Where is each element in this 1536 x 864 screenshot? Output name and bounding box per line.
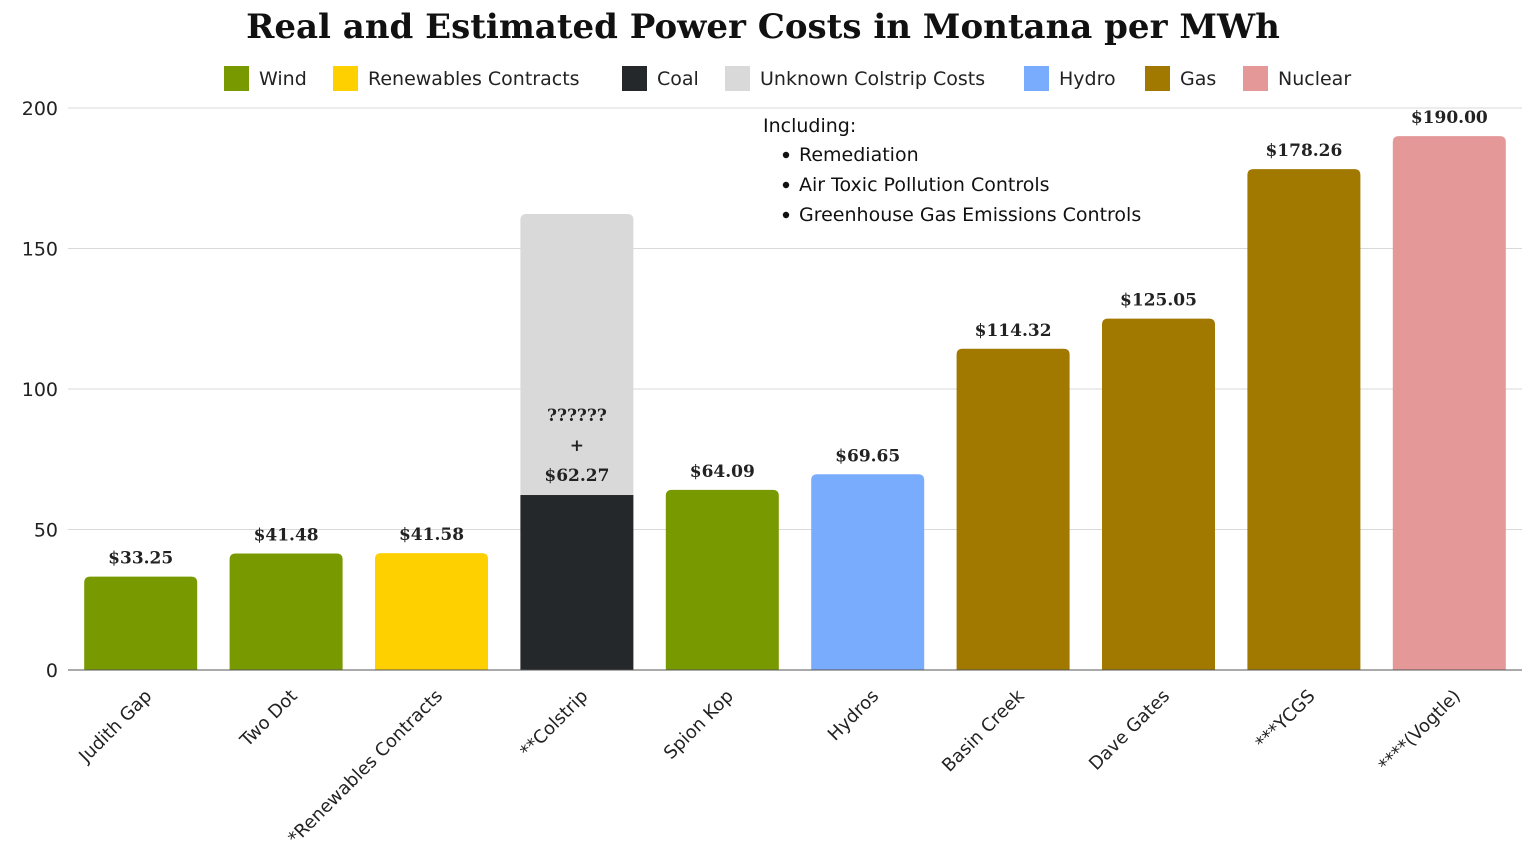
bar [1247,169,1361,670]
x-tick-label: Two Dot [236,686,302,752]
legend-label: Gas [1180,68,1216,90]
annotation-bullet [782,211,790,219]
y-tick-label: 150 [22,239,58,261]
chart-title: Real and Estimated Power Costs in Montan… [246,7,1280,47]
bars [84,136,1506,671]
x-axis: Judith Gap Two Dot*Renewables Contracts **… [68,669,1522,849]
annotation-item: Remediation [799,144,919,166]
legend-swatch [1145,66,1170,91]
legend-swatch [224,66,249,91]
y-axis: 0 50 100 150 200 [22,98,58,682]
y-tick-label: 0 [46,660,58,682]
legend-label: Hydro [1059,68,1116,90]
data-label: $190.00 [1411,108,1488,128]
data-label: $69.65 [835,446,900,466]
x-tick-label: Spion Kop [660,686,738,764]
data-label: $64.09 [690,462,755,482]
data-label: $33.25 [108,549,173,569]
x-tick-label: ****(Vogtle) [1375,686,1465,776]
legend-label: Coal [657,68,699,90]
y-tick-label: 100 [22,379,58,401]
bar [1102,318,1215,670]
annotation-bullet [782,151,790,159]
data-label: $62.27 [544,466,609,486]
data-label: $41.48 [254,525,319,545]
data-label: ?????? [547,406,607,426]
bar [375,553,488,670]
data-labels: $33.25 $41.48 $41.58?????? + $62.27 $64.09 $69… [108,108,1488,568]
bar [229,553,343,670]
y-tick-label: 200 [22,98,58,120]
data-label: $114.32 [975,321,1052,341]
legend-label: Nuclear [1278,68,1351,90]
annotation-heading: Including: [763,115,856,137]
annotation-bullet [782,181,790,189]
bar [1392,136,1506,671]
data-label: $178.26 [1265,141,1342,161]
legend-swatch [1243,66,1268,91]
legend-swatch [1024,66,1049,91]
x-tick-label: *Renewables Contracts [284,686,447,849]
bar [84,576,198,670]
annotation-item: Greenhouse Gas Emissions Controls [799,204,1141,226]
bar [520,495,634,670]
x-tick-label: Judith Gap [74,686,156,768]
legend-swatch [622,66,647,91]
legend-label: Wind [259,68,307,90]
data-label: + [570,436,584,456]
legend-label: Unknown Colstrip Costs [760,68,985,90]
y-tick-label: 50 [34,520,58,542]
x-tick-label: **Colstrip [516,686,592,762]
legend: Wind Renewables Contracts Coal Unknown Cols… [224,66,1351,91]
x-tick-label: Basin Creek [938,685,1029,776]
bar [956,348,1070,670]
x-tick-label: ***YCGS [1252,686,1320,754]
legend-swatch [333,66,358,91]
data-label: $41.58 [399,525,464,545]
bar-stack-segment [520,214,634,496]
colstrip-annotation: Including: Remediation Air Toxic Pollution… [763,115,1141,226]
x-tick-label: Hydros [824,686,883,745]
bar [811,474,925,670]
x-tick-label: Dave Gates [1085,686,1174,775]
legend-swatch [725,66,750,91]
bar [665,489,779,670]
data-label: $125.05 [1120,291,1197,311]
legend-label: Renewables Contracts [368,68,580,90]
annotation-item: Air Toxic Pollution Controls [799,174,1050,196]
